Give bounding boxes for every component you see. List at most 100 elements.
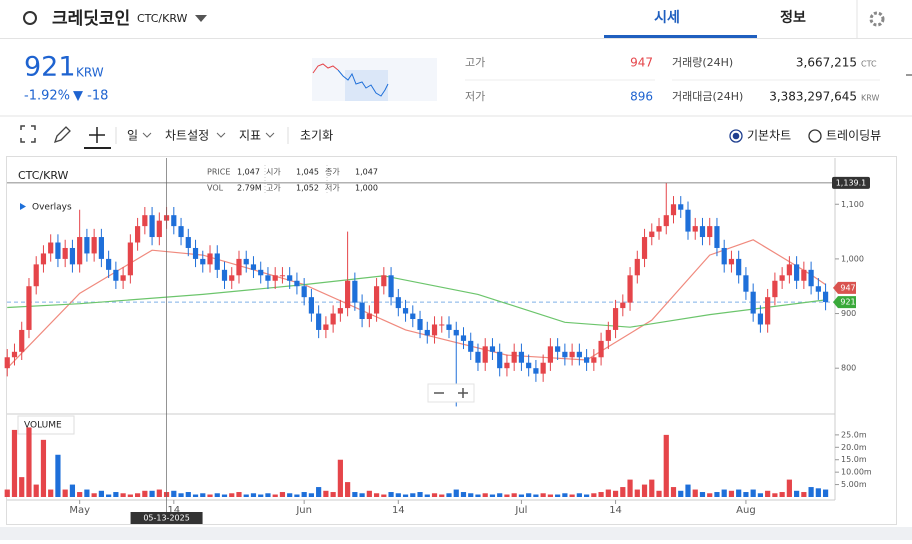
info-label: VOL	[207, 184, 224, 193]
volume-bar	[663, 434, 669, 497]
volume-bar	[685, 484, 691, 497]
tab[interactable]: 시세	[654, 10, 680, 26]
volume-bar	[555, 494, 561, 497]
volume-bar	[229, 493, 235, 497]
volume-bar	[69, 484, 76, 497]
candle-body	[591, 357, 597, 363]
candle-body	[250, 264, 257, 270]
fullscreen-icon[interactable]	[20, 125, 36, 143]
candle-body	[612, 308, 619, 330]
candle-body	[822, 291, 829, 303]
candle-body	[149, 215, 155, 238]
info-value: 1,052	[296, 184, 319, 193]
price-tag-label: 921	[840, 298, 855, 307]
candle-body	[547, 346, 553, 363]
mode[interactable]: 트레이딩뷰	[826, 129, 881, 143]
y-tick-label: 15.0m	[841, 455, 867, 464]
draw-icon[interactable]	[53, 126, 71, 144]
candle-body	[584, 357, 590, 363]
radio[interactable]	[808, 129, 822, 143]
volume-bar	[750, 489, 756, 497]
candle-body	[721, 247, 727, 265]
volume-bar	[417, 492, 423, 497]
candle-body	[468, 340, 474, 352]
volume-bar	[26, 427, 32, 497]
volume-bar	[127, 494, 133, 497]
candle-body	[192, 247, 199, 259]
active-tool	[84, 147, 111, 149]
interval[interactable]: 일	[127, 129, 138, 143]
candle-body	[750, 291, 756, 314]
candle-body	[395, 297, 401, 309]
stat-label: 고가	[465, 56, 485, 69]
volume-bar	[98, 490, 104, 497]
candle-body	[815, 286, 821, 292]
chart-frame	[6, 156, 897, 525]
candle-body	[569, 351, 575, 358]
volume-bar	[569, 494, 575, 497]
radio[interactable]	[729, 129, 743, 143]
x-tick-label: Jul	[514, 505, 527, 516]
candle-body	[808, 269, 814, 287]
volume-bar	[822, 489, 829, 497]
info-label: 고가	[266, 184, 281, 193]
candle-body	[685, 209, 691, 232]
volume-bar	[410, 493, 416, 497]
candle-body	[279, 275, 286, 277]
tab-underline	[604, 35, 757, 38]
candle-body	[77, 237, 83, 265]
candle-body	[765, 297, 771, 325]
candle-body	[134, 226, 141, 243]
volume-bar	[258, 494, 264, 497]
volume-bar	[19, 477, 25, 497]
candle-body	[620, 302, 626, 309]
price-tag	[833, 296, 856, 309]
stat-value: 3,667,215	[796, 56, 857, 70]
y-tick-label: 20.0m	[841, 443, 867, 452]
price-unit: KRW	[76, 66, 104, 80]
x-tick-label: 14	[392, 505, 405, 516]
candle-body	[446, 324, 452, 330]
candle-body	[649, 231, 655, 238]
crosshair-icon[interactable]	[89, 127, 105, 143]
candle-body	[48, 242, 54, 254]
candle-body	[431, 324, 438, 336]
candle-body	[417, 319, 423, 330]
candle-body	[743, 275, 749, 292]
moving-average	[7, 275, 826, 328]
volume-bar	[612, 490, 619, 497]
volume-bar	[757, 493, 764, 497]
overlays-label[interactable]: Overlays	[32, 203, 72, 213]
sparkline	[337, 69, 389, 97]
tab[interactable]: 정보	[780, 9, 806, 26]
volume-bar	[794, 490, 800, 497]
reset[interactable]: 초기화	[300, 129, 333, 143]
volume-bar	[547, 494, 553, 497]
volume-bar	[381, 494, 387, 497]
price-tag-label: 947	[840, 283, 855, 292]
volume-bar	[627, 479, 633, 497]
volume-bar	[171, 490, 177, 497]
candle-body	[33, 264, 39, 287]
volume-bar	[214, 493, 220, 497]
back-icon[interactable]	[23, 11, 37, 25]
chart-settings[interactable]: 차트설정	[165, 129, 209, 143]
volume-bar	[779, 492, 785, 497]
info-value: 1,047	[355, 168, 378, 177]
zoom-in[interactable]	[458, 388, 468, 398]
volume-bar	[48, 489, 54, 497]
mode[interactable]: 기본차트	[747, 129, 791, 143]
candle-body	[323, 324, 329, 330]
settings-icon[interactable]	[869, 11, 885, 27]
candle-body	[352, 280, 358, 303]
indicators[interactable]: 지표	[239, 129, 261, 143]
overlay-toggle[interactable]	[20, 203, 26, 210]
candle-body	[69, 247, 76, 265]
candle-body	[62, 247, 68, 259]
candle-body	[236, 258, 242, 276]
candle-body	[373, 286, 380, 314]
candle-body	[605, 329, 611, 341]
dropdown[interactable]	[195, 15, 207, 22]
volume-bar	[84, 489, 90, 497]
volume-bar	[265, 493, 271, 497]
